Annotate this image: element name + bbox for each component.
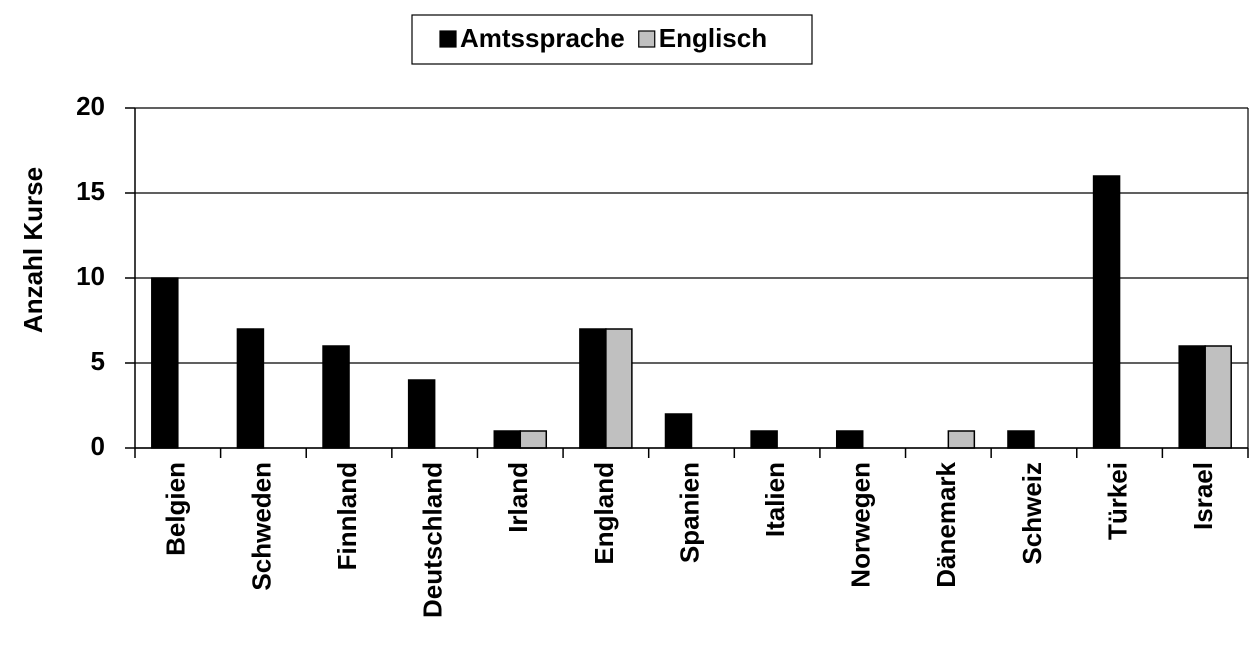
x-tick-label: Irland [503,462,533,533]
bar [1204,345,1232,449]
x-tick-label: Israel [1188,462,1218,530]
bar [151,277,179,449]
y-axis-label: Anzahl Kurse [18,167,48,333]
legend-box [411,14,813,65]
y-tick-label: 5 [91,346,105,376]
bar [835,430,864,449]
legend-swatch [638,30,656,48]
y-tick-label: 10 [76,261,105,291]
x-tick-label: England [589,462,619,565]
bar [493,430,522,449]
bar [579,328,607,449]
bar [519,430,548,449]
x-tick-label: Deutschland [418,462,448,618]
y-tick-label: 20 [76,91,105,121]
y-tick-label: 15 [76,176,105,206]
bar [1092,175,1121,449]
y-tick-label: 0 [91,431,105,461]
x-tick-label: Belgien [161,462,191,556]
x-tick-label: Türkei [1102,462,1132,540]
bar [1178,345,1206,449]
bar [947,430,976,449]
legend-swatch [439,30,457,48]
x-tick-label: Finnland [332,462,362,570]
bar [1007,430,1035,449]
x-tick-label: Dänemark [931,461,961,587]
x-tick-label: Schweden [246,462,276,591]
bar [322,345,350,449]
legend-label: Amtssprache [460,23,625,53]
bar [407,379,436,449]
bar [236,328,265,449]
x-tick-label: Spanien [674,462,704,563]
bar [750,430,778,449]
x-tick-label: Schweiz [1017,462,1047,565]
x-tick-label: Italien [760,462,790,537]
bar [605,328,633,449]
bar [664,413,693,449]
x-tick-label: Norwegen [846,462,876,588]
legend-label: Englisch [659,23,767,53]
